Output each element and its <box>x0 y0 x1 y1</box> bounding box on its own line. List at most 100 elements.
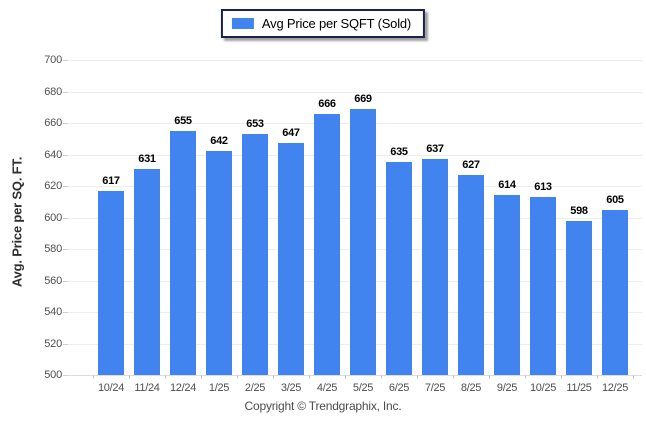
bar <box>98 191 124 375</box>
bar <box>602 210 628 375</box>
x-axis-tick-label: 11/24 <box>134 382 160 394</box>
bar-value-label: 598 <box>570 205 588 217</box>
y-axis-tick <box>63 186 68 187</box>
y-axis-tick-label: 540 <box>44 306 62 318</box>
x-axis-tick-label: 6/25 <box>388 382 410 394</box>
bar <box>494 195 520 375</box>
gridline <box>68 91 642 93</box>
bar-slot: 605 12/25 <box>597 60 633 394</box>
x-axis-tick-label: 4/25 <box>316 382 338 394</box>
bar-slot: 647 3/25 <box>273 60 309 394</box>
y-axis-tick <box>63 91 68 93</box>
y-axis-tick-label: 700 <box>44 54 62 66</box>
x-axis-tick-label: 3/25 <box>280 382 302 394</box>
legend: Avg Price per SQFT (Sold) <box>220 9 426 38</box>
bar-slot: 666 4/25 <box>309 60 345 394</box>
bar <box>422 159 448 375</box>
x-axis-tick-label: 10/24 <box>97 382 125 394</box>
gridline <box>68 60 642 61</box>
x-axis-tick <box>453 375 454 379</box>
bar-value-label: 666 <box>318 98 336 110</box>
bar <box>278 143 304 375</box>
y-axis-tick-label: 500 <box>44 369 62 381</box>
y-axis-tick-label: 680 <box>44 85 62 98</box>
bar-value-label: 669 <box>354 93 372 105</box>
bar-slot: 669 5/25 <box>345 60 381 394</box>
x-axis-tick <box>381 375 382 379</box>
bar-value-label: 635 <box>390 146 408 158</box>
x-axis-tick-label: 1/25 <box>208 382 230 394</box>
y-axis-tick <box>63 375 68 376</box>
x-axis-tick-label: 9/25 <box>496 382 518 394</box>
y-axis-tick-label: 580 <box>44 243 62 255</box>
y-axis-tick <box>63 280 68 282</box>
bar <box>134 169 160 375</box>
bar-value-label: 631 <box>138 153 156 165</box>
bar <box>206 151 232 375</box>
bar-slot: 655 12/24 <box>165 60 201 394</box>
x-axis-tick <box>93 375 94 379</box>
bar-slot: 653 2/25 <box>237 60 273 394</box>
bar-value-label: 655 <box>174 115 192 127</box>
bar-value-label: 627 <box>462 159 480 171</box>
x-axis-ticks-layer <box>93 375 634 380</box>
bar-value-label: 647 <box>282 127 300 139</box>
bars-layer: 617 10/24 631 11/24 655 12/24 642 1/25 653 2/25 64… <box>93 60 633 394</box>
x-axis-tick-label: 5/25 <box>352 382 374 394</box>
bar-slot: 613 10/25 <box>525 60 561 394</box>
x-axis-tick <box>597 375 598 379</box>
bar <box>458 175 484 375</box>
x-axis-tick <box>165 375 166 379</box>
bar-value-label: 617 <box>102 175 120 187</box>
x-axis-tick-label: 10/25 <box>529 382 557 394</box>
y-axis-tick-label: 640 <box>44 148 62 161</box>
y-axis-tick-label: 560 <box>44 274 62 287</box>
bar <box>314 114 340 375</box>
bar-slot: 631 11/24 <box>129 60 165 394</box>
y-axis-tick <box>63 343 68 345</box>
legend-swatch-icon <box>231 18 254 29</box>
bar <box>350 109 376 375</box>
y-axis-tick <box>63 249 68 250</box>
x-axis-tick-label: 2/25 <box>244 382 266 394</box>
x-axis-tick <box>417 375 418 379</box>
gridline <box>68 375 642 376</box>
bar-value-label: 653 <box>246 118 264 130</box>
bar <box>386 162 412 375</box>
x-axis-tick <box>525 375 526 379</box>
bar-slot: 637 7/25 <box>417 60 453 394</box>
plot-area: 617 10/24 631 11/24 655 12/24 642 1/25 653 2/25 64… <box>63 60 642 394</box>
bar-value-label: 642 <box>210 135 228 147</box>
bar-slot: 598 11/25 <box>561 60 597 394</box>
x-axis-tick <box>345 375 346 379</box>
y-axis-tick <box>63 217 68 219</box>
legend-label: Avg Price per SQFT (Sold) <box>261 16 412 31</box>
y-axis-tick-label: 620 <box>44 180 62 192</box>
bar-slot: 635 6/25 <box>381 60 417 394</box>
x-axis-tick-label: 11/25 <box>566 382 592 394</box>
x-axis-tick <box>273 375 274 379</box>
x-axis-tick <box>237 375 238 379</box>
x-axis-tick <box>201 375 202 379</box>
bar-slot: 617 10/24 <box>93 60 129 394</box>
y-axis-tick <box>63 123 68 124</box>
bar <box>242 134 268 375</box>
bar-value-label: 605 <box>606 194 624 206</box>
y-axis-tick-label: 600 <box>44 211 62 224</box>
x-axis-tick <box>129 375 130 379</box>
copyright-text: Copyright © Trendgraphix, Inc. <box>244 399 402 413</box>
y-axis-tick-label: 520 <box>44 337 62 350</box>
y-axis-tick <box>63 154 68 156</box>
bar <box>170 131 196 375</box>
bar <box>530 197 556 375</box>
bar-slot: 642 1/25 <box>201 60 237 394</box>
x-axis-tick <box>633 375 634 379</box>
x-axis-tick <box>561 375 562 379</box>
bar-slot: 614 9/25 <box>489 60 525 394</box>
bar-slot: 627 8/25 <box>453 60 489 394</box>
x-axis-tick-label: 12/24 <box>169 382 197 394</box>
x-axis-tick-label: 8/25 <box>460 382 482 394</box>
bar-value-label: 614 <box>498 179 516 191</box>
x-axis-tick <box>309 375 310 379</box>
